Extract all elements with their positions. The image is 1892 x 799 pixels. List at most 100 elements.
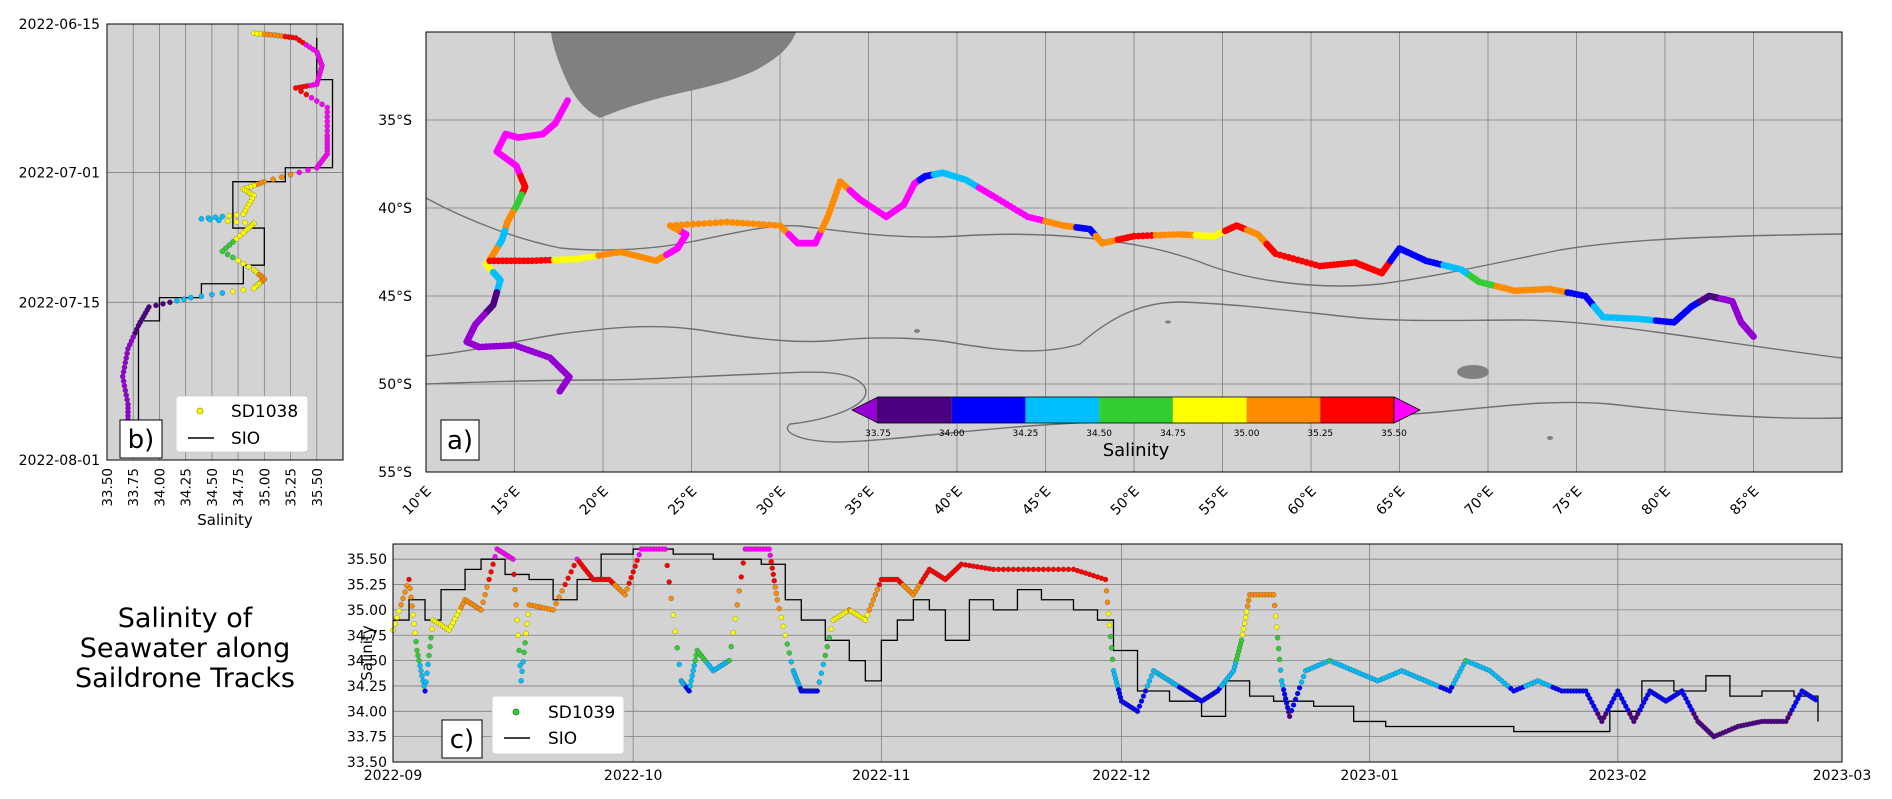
sd1039-point	[515, 632, 521, 638]
sd1038-point	[223, 245, 229, 251]
y-tick-label: 2022-07-15	[19, 295, 100, 311]
land-africa	[551, 32, 796, 118]
track-point	[695, 220, 702, 228]
sd1038-point	[160, 301, 166, 307]
sd1039-point	[1000, 566, 1007, 572]
sd1039-point	[1045, 566, 1052, 572]
sio-line	[393, 548, 1819, 733]
panel-c-label-text: c)	[450, 725, 474, 755]
sd1039-point	[553, 600, 559, 607]
sd1039-point	[523, 630, 529, 637]
sd1039-point	[816, 679, 822, 685]
sd1039-point	[565, 575, 571, 581]
sd1038-point	[125, 345, 131, 352]
track-point	[765, 221, 773, 229]
colorbar-segment	[1025, 397, 1100, 423]
sd1039-point	[1106, 622, 1113, 628]
sd1039-point	[488, 569, 494, 575]
panel-a-label: a)	[440, 419, 480, 461]
track-point	[672, 221, 680, 229]
sd1039-point	[1050, 566, 1057, 572]
sd1038-point	[123, 355, 129, 361]
sd1039-point	[1136, 703, 1143, 709]
sd1039-point	[408, 594, 414, 600]
sd1039-point	[632, 563, 638, 569]
panel-b-label-text: b)	[128, 425, 155, 455]
y-tick-label: 33.50	[347, 755, 387, 771]
sd1039-point	[826, 635, 832, 641]
track-point	[683, 221, 691, 228]
colorbar-tick-label: 35.00	[1234, 429, 1260, 439]
sd1039-point	[1148, 673, 1155, 679]
panel-b-chart: 33.50 33.75 34.00 34.25 34.50 34.75 35.00 35.25…	[19, 17, 344, 529]
sd1039-point	[425, 661, 431, 668]
colorbar-tick-label: 35.50	[1381, 429, 1407, 439]
x-tick-label: 35.50	[310, 468, 326, 507]
sd1039-point	[1144, 683, 1151, 689]
colorbar-segment	[951, 397, 1026, 423]
front-line	[425, 301, 1843, 359]
sd1039-point	[626, 580, 632, 586]
sd1039-point	[1244, 603, 1251, 609]
sd1039-point	[1134, 708, 1141, 714]
sd1038-point	[314, 98, 320, 104]
sd1038-point	[240, 287, 247, 293]
colorbar-segment	[878, 397, 952, 423]
sd1039-point	[822, 652, 828, 659]
sd1038-point	[209, 291, 215, 298]
sd1039-point	[1005, 566, 1012, 572]
sd1039-point	[726, 657, 732, 664]
sd1039-point	[1277, 667, 1284, 673]
x-tick-label: 2022-12	[1092, 768, 1151, 784]
track-point	[689, 220, 697, 228]
x-tick-label: 2023-03	[1813, 768, 1872, 784]
sd1039-point	[412, 630, 418, 636]
y-tick-label: 55°S	[378, 465, 412, 481]
sd1039-point	[402, 589, 408, 595]
sd1038-point	[121, 364, 128, 370]
sd1038-point	[242, 219, 248, 226]
sd1039-point	[422, 688, 428, 694]
sd1038-point	[230, 239, 236, 245]
y-tick-label: 35°S	[378, 113, 412, 129]
sd1039-point	[824, 644, 830, 650]
sd1038-point	[293, 85, 299, 91]
track-point	[717, 219, 725, 226]
colorbar-segment	[1246, 397, 1321, 423]
sd1039-point	[868, 602, 874, 608]
sd1039-point	[562, 581, 568, 588]
sd1039-point	[398, 602, 404, 608]
sd1039-point	[409, 603, 415, 609]
panel-c-legend-sd1039: SD1039	[548, 703, 615, 723]
sd1038-point	[219, 213, 226, 220]
x-tick-label: 10°E	[400, 484, 435, 519]
y-tick-label: 34.75	[347, 628, 387, 644]
sd1039-point	[1284, 704, 1291, 711]
sd1038-point	[198, 293, 205, 299]
sd1039-point	[740, 560, 746, 566]
sio-line	[137, 37, 334, 433]
y-tick-label: 50°S	[378, 377, 412, 393]
sd1039-point	[1273, 624, 1280, 630]
sd1039-point	[427, 644, 433, 650]
sd1039-point	[556, 594, 562, 600]
colorbar-label: Salinity	[1103, 440, 1170, 461]
track-point	[706, 219, 714, 227]
sd1039-point	[424, 670, 430, 676]
track-point	[712, 219, 719, 227]
sd1039-point	[1025, 566, 1032, 572]
sd1039-point	[730, 630, 736, 636]
sd1039-point	[828, 626, 834, 632]
panel-c-ylabel: Salinity	[358, 625, 376, 681]
x-tick-label: 20°E	[577, 484, 612, 519]
sd1038-point	[296, 169, 303, 176]
sd1039-point	[513, 602, 519, 608]
sd1039-point	[517, 663, 523, 669]
sd1038-point	[122, 359, 129, 366]
sd1039-point	[568, 569, 574, 575]
sd1039-point	[1279, 682, 1286, 688]
x-tick-label: 30°E	[754, 484, 789, 519]
track-point	[760, 221, 768, 228]
sd1039-point	[630, 569, 636, 575]
sd1039-point	[736, 588, 742, 594]
